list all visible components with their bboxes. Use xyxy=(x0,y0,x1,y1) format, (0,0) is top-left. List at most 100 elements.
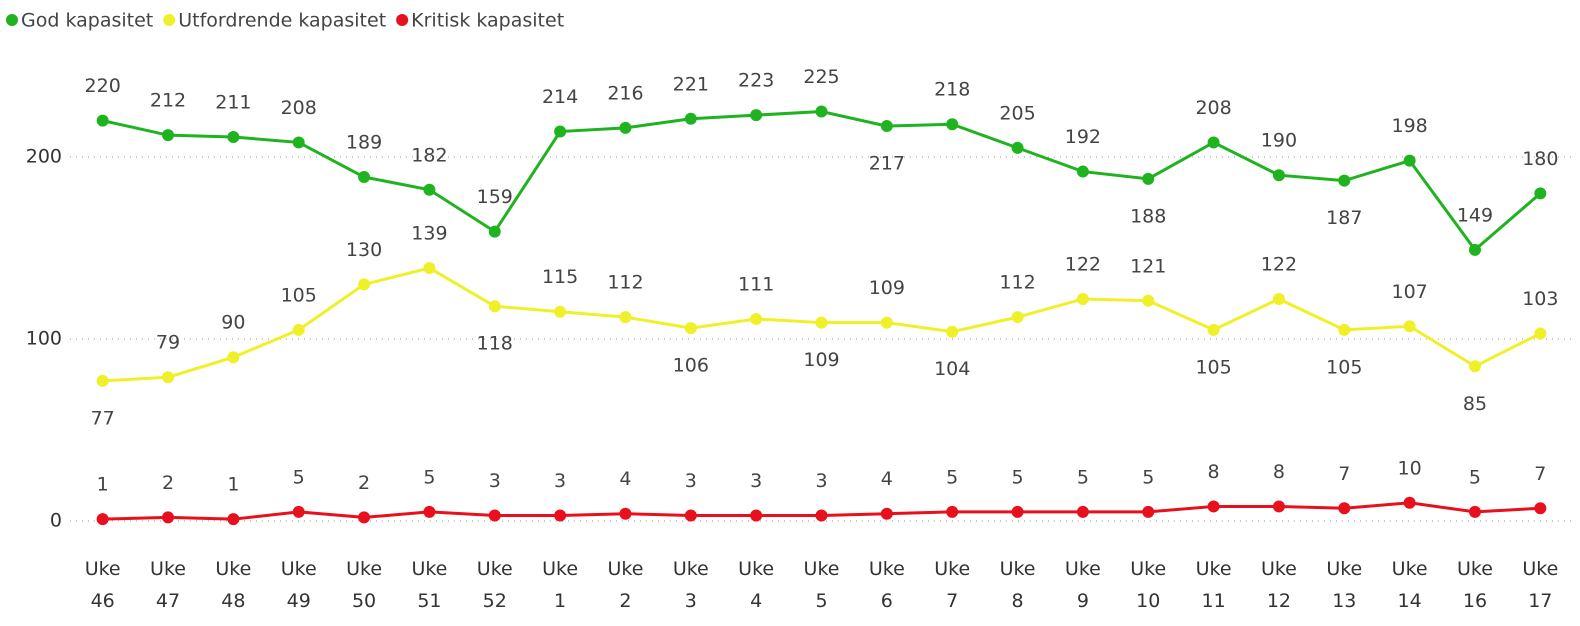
data-label: 190 xyxy=(1261,130,1297,152)
data-point xyxy=(1403,154,1416,167)
data-label: 115 xyxy=(542,266,578,288)
data-point xyxy=(1534,502,1547,515)
data-label: 205 xyxy=(999,102,1035,124)
data-label: 112 xyxy=(607,272,643,294)
data-point xyxy=(1076,292,1089,305)
data-label: 10 xyxy=(1398,457,1422,479)
data-label: 1 xyxy=(227,474,239,496)
data-label: 189 xyxy=(346,132,382,154)
x-tick-label: Uke 3 xyxy=(672,558,709,612)
data-label: 217 xyxy=(869,153,905,175)
data-label: 3 xyxy=(815,470,827,492)
data-point xyxy=(488,509,501,522)
data-point xyxy=(1534,327,1547,340)
data-point xyxy=(1403,496,1416,509)
data-point xyxy=(227,513,240,526)
data-point xyxy=(1076,165,1089,178)
data-point xyxy=(1011,505,1024,518)
data-label: 5 xyxy=(1077,466,1089,488)
data-label: 5 xyxy=(1142,466,1154,488)
data-point xyxy=(1207,136,1220,149)
data-label: 4 xyxy=(619,468,631,490)
x-tick-label: Uke 2 xyxy=(607,558,644,612)
data-point xyxy=(96,114,109,127)
data-label: 5 xyxy=(946,466,958,488)
x-tick-label: Uke 52 xyxy=(476,558,513,612)
data-point xyxy=(358,511,371,524)
data-point xyxy=(1534,187,1547,200)
data-point xyxy=(423,262,436,275)
data-label: 225 xyxy=(803,66,839,88)
data-point xyxy=(96,374,109,387)
data-label: 3 xyxy=(489,470,501,492)
data-point xyxy=(1338,323,1351,336)
data-label: 8 xyxy=(1273,461,1285,483)
data-point xyxy=(619,311,632,324)
data-point xyxy=(880,120,893,133)
data-label: 220 xyxy=(85,75,121,97)
x-tick-label: Uke 46 xyxy=(84,558,121,612)
x-tick-label: Uke 14 xyxy=(1391,558,1428,612)
data-label: 159 xyxy=(477,186,513,208)
data-point xyxy=(358,171,371,184)
data-label: 1 xyxy=(97,474,109,496)
data-point xyxy=(1403,320,1416,333)
x-tick-label: Uke 49 xyxy=(280,558,317,612)
data-label: 208 xyxy=(1195,97,1231,119)
data-label: 192 xyxy=(1065,126,1101,148)
data-point xyxy=(946,505,959,518)
data-label: 214 xyxy=(542,86,578,108)
data-label: 3 xyxy=(554,470,566,492)
data-point xyxy=(815,316,828,329)
data-label: 198 xyxy=(1391,115,1427,137)
data-point xyxy=(358,278,371,291)
data-point xyxy=(684,509,697,522)
data-point xyxy=(488,225,501,238)
data-point xyxy=(750,109,763,122)
data-label: 130 xyxy=(346,239,382,261)
data-label: 105 xyxy=(1326,356,1362,378)
data-point xyxy=(1468,243,1481,256)
data-label: 111 xyxy=(738,273,774,295)
data-point xyxy=(1468,360,1481,373)
legend-marker xyxy=(163,14,176,26)
data-label: 5 xyxy=(1011,466,1023,488)
data-point xyxy=(423,183,436,196)
data-point xyxy=(1207,500,1220,513)
x-tick-label: Uke 4 xyxy=(738,558,775,612)
data-point xyxy=(292,323,305,336)
data-label: 105 xyxy=(281,284,317,306)
data-label: 216 xyxy=(607,82,643,104)
data-point xyxy=(292,136,305,149)
data-label: 221 xyxy=(673,73,709,95)
x-tick-label: Uke 9 xyxy=(1064,558,1101,612)
data-label: 188 xyxy=(1130,205,1166,227)
data-label: 2 xyxy=(358,472,370,494)
data-label: 139 xyxy=(411,223,447,245)
legend-marker xyxy=(6,14,18,26)
x-tick-label: Uke 13 xyxy=(1326,558,1363,612)
data-point xyxy=(488,300,501,313)
data-point xyxy=(1338,502,1351,515)
data-point xyxy=(1338,174,1351,187)
data-label: 7 xyxy=(1338,463,1350,485)
data-point xyxy=(1272,500,1285,513)
legend-marker xyxy=(396,14,409,26)
data-point xyxy=(292,505,305,518)
data-label: 3 xyxy=(750,470,762,492)
data-point xyxy=(946,325,959,338)
data-point xyxy=(750,312,763,325)
data-point xyxy=(554,125,567,138)
data-point xyxy=(554,509,567,522)
data-label: 8 xyxy=(1208,461,1220,483)
data-label: 5 xyxy=(1469,466,1481,488)
x-tick-label: Uke 48 xyxy=(215,558,252,612)
data-label: 2 xyxy=(162,472,174,494)
data-label: 109 xyxy=(869,277,905,299)
legend-label: Kritisk kapasitet xyxy=(411,10,564,32)
y-tick-label: 200 xyxy=(26,146,62,168)
data-label: 90 xyxy=(221,312,245,334)
data-label: 149 xyxy=(1457,204,1493,226)
data-label: 208 xyxy=(281,97,317,119)
